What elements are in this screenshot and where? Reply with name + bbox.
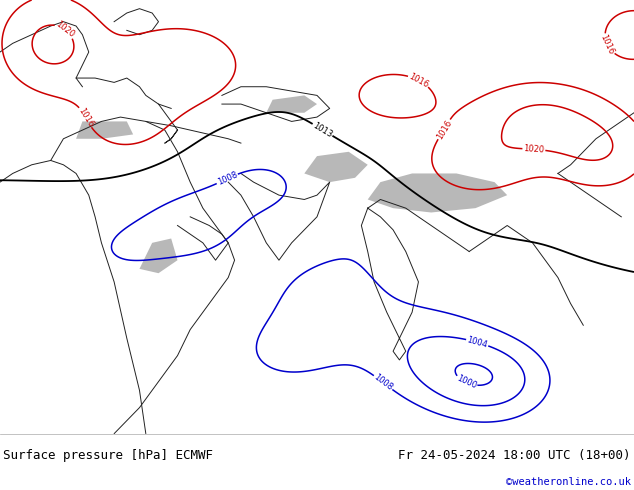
Polygon shape <box>222 165 254 217</box>
Text: Fr 24-05-2024 18:00 UTC (18+00): Fr 24-05-2024 18:00 UTC (18+00) <box>398 448 631 462</box>
Polygon shape <box>222 91 279 108</box>
Text: ©weatheronline.co.uk: ©weatheronline.co.uk <box>506 477 631 487</box>
Polygon shape <box>76 122 133 139</box>
Polygon shape <box>146 122 266 156</box>
Text: 1020: 1020 <box>523 144 545 155</box>
Text: Surface pressure [hPa] ECMWF: Surface pressure [hPa] ECMWF <box>3 448 213 462</box>
Text: 1008: 1008 <box>216 171 239 187</box>
Text: 1016: 1016 <box>598 33 616 56</box>
Polygon shape <box>558 304 634 434</box>
Text: 1013: 1013 <box>311 121 334 139</box>
Text: 1016: 1016 <box>407 72 430 89</box>
Text: 1016: 1016 <box>435 118 453 141</box>
Polygon shape <box>431 269 558 434</box>
Text: 1016: 1016 <box>76 106 95 129</box>
Polygon shape <box>368 173 507 213</box>
Text: 1004: 1004 <box>466 335 489 349</box>
Polygon shape <box>266 96 317 113</box>
Polygon shape <box>304 152 368 182</box>
Polygon shape <box>279 160 317 199</box>
Text: 1008: 1008 <box>372 372 394 392</box>
Polygon shape <box>190 269 431 434</box>
Polygon shape <box>317 78 349 122</box>
Polygon shape <box>228 225 279 251</box>
Polygon shape <box>139 239 178 273</box>
Text: 1020: 1020 <box>54 20 76 40</box>
Text: 1000: 1000 <box>455 374 477 391</box>
